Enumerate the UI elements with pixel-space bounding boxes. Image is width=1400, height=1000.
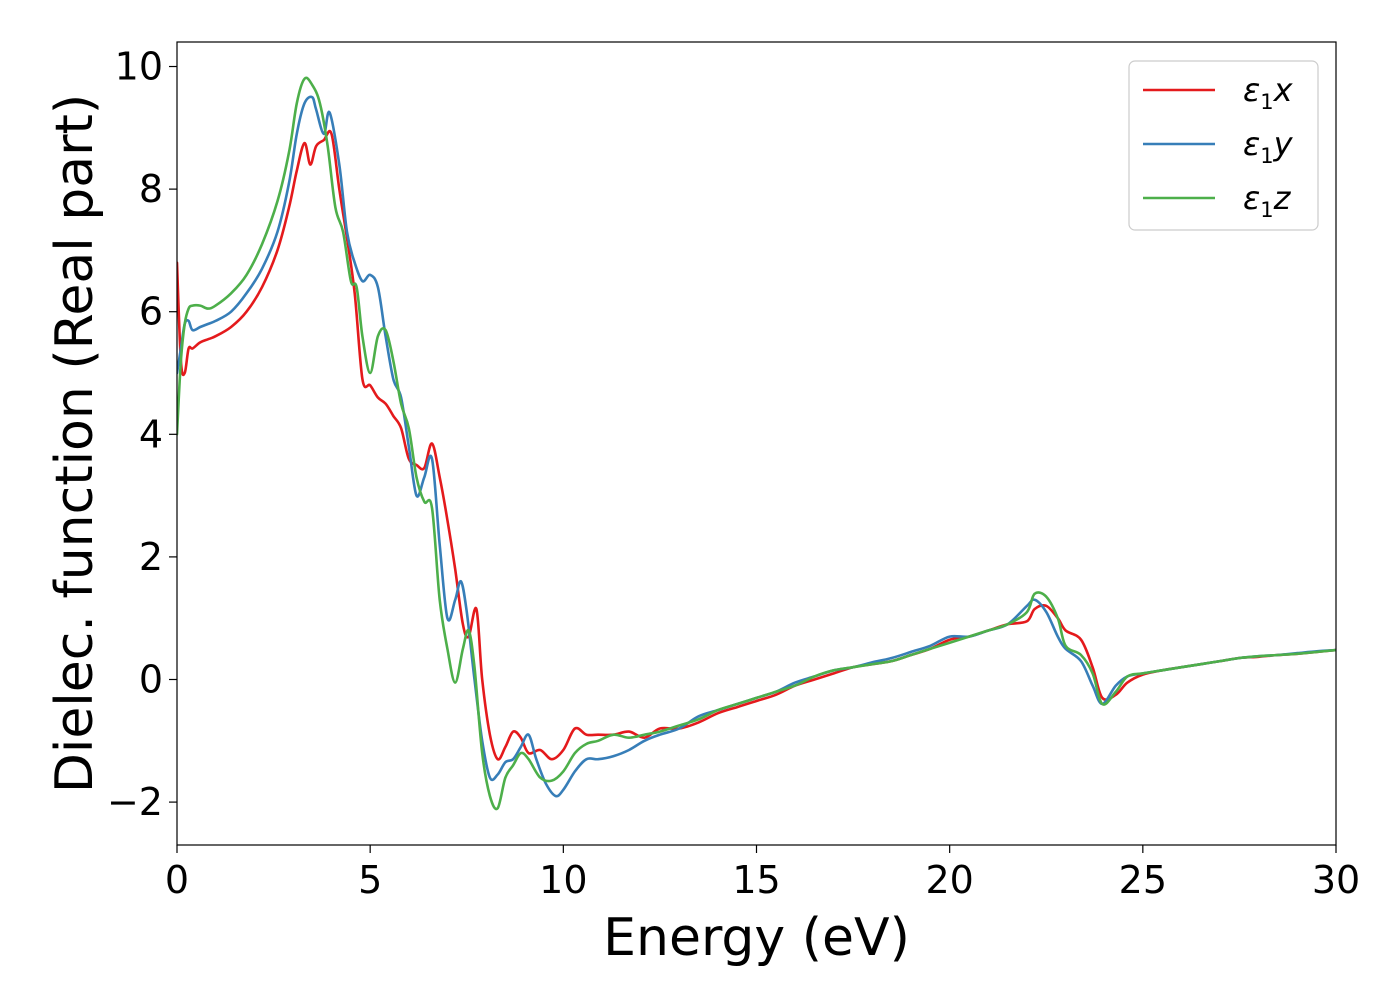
y-tick-label: 6 bbox=[139, 290, 163, 334]
y-tick-label: 0 bbox=[139, 657, 163, 701]
y-tick-label: 10 bbox=[115, 45, 163, 89]
x-tick-label: 5 bbox=[358, 858, 382, 902]
x-axis: 0 5 10 15 20 25 30 bbox=[165, 845, 1360, 902]
series-line-z bbox=[177, 76, 1336, 811]
series-line-x bbox=[177, 129, 1336, 761]
x-tick-label: 10 bbox=[539, 858, 587, 902]
y-axis: −2 0 2 4 6 8 10 bbox=[107, 45, 177, 824]
y-tick-label: 8 bbox=[139, 167, 163, 211]
legend-box bbox=[1128, 60, 1319, 231]
legend-label-y: ε1y bbox=[1243, 125, 1294, 168]
y-axis-label: Dielec. function (Real part) bbox=[45, 94, 105, 793]
x-axis-label: Energy (eV) bbox=[603, 908, 910, 968]
x-tick-label: 30 bbox=[1312, 858, 1360, 902]
series-line-y bbox=[177, 95, 1336, 798]
series-layer bbox=[177, 76, 1336, 811]
x-tick-label: 20 bbox=[925, 858, 973, 902]
y-tick-label: 4 bbox=[139, 412, 163, 456]
legend: ε1x ε1y ε1z bbox=[1128, 60, 1319, 231]
legend-label-x: ε1x bbox=[1243, 71, 1294, 114]
x-tick-label: 15 bbox=[732, 858, 780, 902]
x-tick-label: 0 bbox=[165, 858, 189, 902]
x-tick-label: 25 bbox=[1119, 858, 1167, 902]
legend-label-z: ε1z bbox=[1243, 179, 1292, 222]
y-tick-label: 2 bbox=[139, 535, 163, 579]
y-tick-label: −2 bbox=[107, 780, 163, 824]
